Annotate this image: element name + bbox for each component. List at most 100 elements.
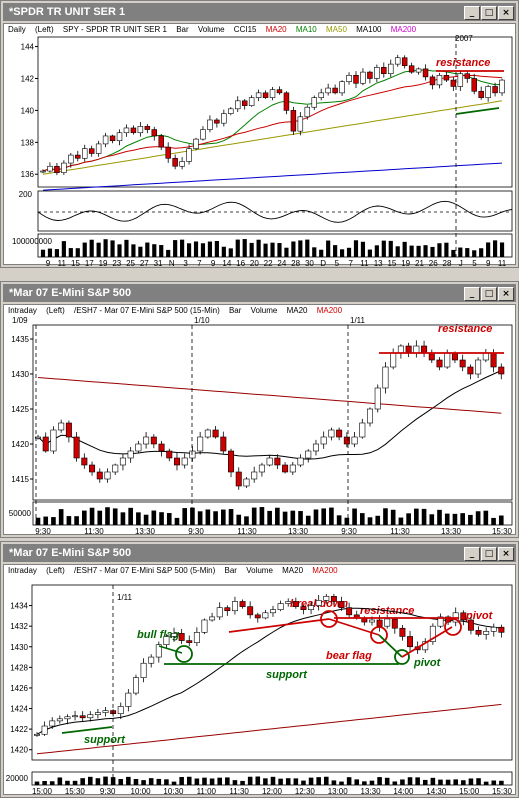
minimize-icon[interactable]: _ bbox=[464, 287, 480, 301]
x-tick-label: 11:30 bbox=[390, 527, 410, 536]
x-tick-label: 24 bbox=[277, 259, 286, 268]
volume-bar bbox=[217, 777, 222, 785]
x-tick-label: 5 bbox=[335, 259, 340, 268]
x-tick-label: 9 bbox=[46, 259, 51, 268]
x-tick-label: 14:00 bbox=[393, 787, 414, 796]
volume-bar bbox=[143, 514, 149, 525]
volume-bar bbox=[388, 240, 393, 257]
ma200-line bbox=[36, 703, 502, 755]
x-tick-label: 12:30 bbox=[295, 787, 316, 796]
candle-body bbox=[429, 625, 436, 642]
y-tick-label: 144 bbox=[21, 43, 35, 52]
volume-bar bbox=[190, 507, 195, 525]
maximize-icon[interactable]: □ bbox=[481, 6, 497, 20]
price-plot-frame bbox=[37, 36, 513, 188]
close-icon[interactable]: × bbox=[498, 287, 514, 301]
candle-body bbox=[415, 68, 422, 73]
chart-body: Daily (Left) SPY - SPDR TR UNIT SER 1 Ba… bbox=[3, 23, 517, 268]
candle-body bbox=[305, 450, 312, 459]
volume-bar bbox=[120, 512, 126, 525]
candle-body bbox=[482, 352, 489, 361]
candle-body bbox=[330, 596, 337, 602]
candle-body bbox=[390, 352, 397, 368]
x-tick-label: 15 bbox=[387, 259, 396, 268]
legend-type: Bar bbox=[176, 25, 189, 34]
candle-body bbox=[116, 132, 123, 142]
volume-bar bbox=[103, 239, 108, 257]
chart-legend: Daily (Left) SPY - SPDR TR UNIT SER 1 Ba… bbox=[8, 25, 423, 34]
candle-body bbox=[81, 148, 88, 159]
x-tick-label: 13:30 bbox=[288, 527, 309, 536]
window-titlebar[interactable]: *Mar 07 E-Mini S&P 500 _ □ × bbox=[3, 544, 516, 562]
volume-bar bbox=[468, 778, 474, 785]
x-tick-label: 7 bbox=[348, 259, 353, 268]
x-tick-label: 28 bbox=[443, 259, 452, 268]
close-icon[interactable]: × bbox=[498, 547, 514, 561]
candle-body bbox=[436, 359, 443, 368]
candle-body bbox=[359, 422, 366, 438]
support-line-left bbox=[61, 726, 113, 734]
candle-body bbox=[179, 161, 185, 167]
volume-bar bbox=[329, 507, 334, 525]
volume-bar bbox=[112, 508, 118, 525]
volume-bar bbox=[214, 241, 219, 257]
legend-scale: (Left) bbox=[46, 566, 65, 575]
daily-chart-window: *SPDR TR UNIT SER 1 _ □ × Daily (Left) S… bbox=[0, 0, 519, 268]
volume-bar bbox=[407, 777, 413, 785]
support-line bbox=[455, 107, 500, 115]
candle-body bbox=[42, 436, 49, 452]
x-tick-label: 21 bbox=[415, 259, 424, 268]
intraday-15min-chart[interactable]: 1/09 1/10 1/11 resistance 50000 1435 1430… bbox=[4, 305, 517, 538]
legend-ma20: MA20 bbox=[265, 25, 287, 34]
candle-body bbox=[328, 429, 335, 438]
volume-bar bbox=[336, 515, 342, 525]
volume-bar bbox=[429, 514, 435, 525]
window-titlebar[interactable]: *SPDR TR UNIT SER 1 _ □ × bbox=[3, 3, 516, 21]
candle-body bbox=[436, 74, 443, 86]
volume-bar bbox=[384, 777, 390, 785]
x-tick-label: 15:30 bbox=[492, 787, 513, 796]
pivot-label-low: pivot bbox=[413, 657, 442, 669]
daily-price-chart[interactable]: 2007 resistance 200 100000000 144 142 140 1… bbox=[4, 24, 517, 268]
volume-bar bbox=[82, 242, 87, 257]
candle-body bbox=[374, 67, 380, 79]
candle-body bbox=[212, 429, 219, 438]
window-titlebar[interactable]: *Mar 07 E-Mini S&P 500 _ □ × bbox=[3, 284, 516, 302]
candle-body bbox=[397, 345, 404, 354]
minimize-icon[interactable]: _ bbox=[464, 6, 480, 20]
volume-bar bbox=[275, 507, 280, 525]
close-icon[interactable]: × bbox=[498, 6, 514, 20]
x-tick-label: 15:00 bbox=[32, 787, 53, 796]
candle-body bbox=[343, 436, 350, 445]
volume-bar bbox=[339, 781, 344, 785]
candle-body bbox=[399, 627, 406, 637]
candle-body bbox=[266, 457, 273, 466]
ma20-line bbox=[42, 74, 503, 172]
volume-bar bbox=[103, 776, 108, 785]
candle-body bbox=[270, 609, 276, 614]
volume-bar bbox=[228, 248, 233, 257]
legend-symbol: SPY - SPDR TR UNIT SER 1 bbox=[62, 25, 167, 34]
candle-body bbox=[490, 352, 497, 368]
volume-bar bbox=[402, 241, 407, 257]
volume-bar bbox=[138, 246, 143, 257]
minimize-icon[interactable]: _ bbox=[464, 547, 480, 561]
candle-body bbox=[117, 706, 124, 714]
x-tick-label: 22 bbox=[264, 259, 273, 268]
volume-bar bbox=[359, 513, 365, 525]
volume-bar bbox=[498, 515, 504, 525]
volume-bar bbox=[244, 516, 249, 525]
candle-body bbox=[72, 715, 79, 718]
volume-bar bbox=[381, 240, 386, 257]
volume-bar bbox=[468, 514, 473, 525]
candle-body bbox=[376, 619, 383, 627]
legend-volume: Volume bbox=[246, 566, 273, 575]
maximize-icon[interactable]: □ bbox=[481, 547, 497, 561]
maximize-icon[interactable]: □ bbox=[481, 287, 497, 301]
volume-bar bbox=[369, 780, 375, 785]
volume-bar bbox=[437, 509, 442, 525]
intraday-5min-chart[interactable]: 1/11 bull flag support support breakdown… bbox=[4, 565, 517, 798]
volume-bar bbox=[151, 510, 157, 525]
y-tick-label: 1434 bbox=[10, 602, 28, 611]
candle-body bbox=[56, 718, 63, 722]
